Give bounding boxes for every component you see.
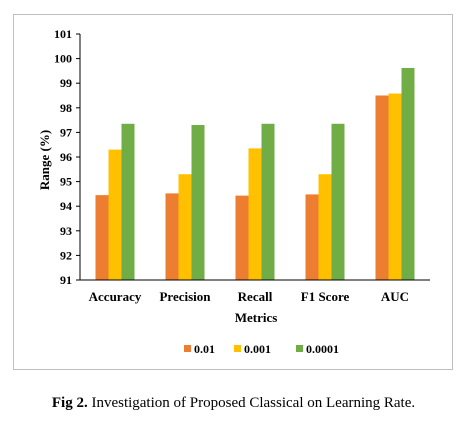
bar-chart: 91 92 93 94 95 96 97 98 99 100 101 Accuracy Precisi… [37,27,430,356]
bars [95,67,415,281]
legend: 0.01 0.001 0.0001 [184,342,339,356]
caption-text: Investigation of Proposed Classical on L… [87,395,416,411]
x-axis-title: Metrics [235,310,278,325]
x-axis-labels: Accuracy Precision Recall F1 Score AUC [89,289,409,304]
y-tick-label: 96 [60,150,72,164]
y-tick-label: 101 [54,27,72,41]
x-category-label: Precision [159,289,211,304]
bar-f1-score-0.0001 [331,123,345,280]
bar-recall-0.001 [248,148,262,280]
y-axis-title: Range (%) [37,130,52,190]
bar-f1-score-0.001 [318,174,332,280]
x-category-label: F1 Score [301,289,350,304]
x-category-label: AUC [381,289,409,304]
legend-label-0.001: 0.001 [244,342,271,356]
bar-f1-score-0.01 [305,194,319,280]
legend-swatch-0.01 [184,345,191,352]
legend-swatch-0.001 [234,345,241,352]
bar-recall-0.01 [235,195,249,280]
bar-precision-0.001 [178,174,192,280]
bar-auc-0.0001 [401,67,415,280]
y-tick-label: 99 [60,76,72,90]
bar-recall-0.0001 [261,123,275,280]
legend-label-0.0001: 0.0001 [306,342,339,356]
y-tick-label: 92 [60,248,72,262]
y-tick-label: 100 [54,52,72,66]
bar-accuracy-0.01 [95,195,109,280]
caption-label: Fig 2. [51,395,88,411]
y-tick-label: 93 [60,224,72,238]
bar-accuracy-0.001 [108,149,122,280]
bar-precision-0.0001 [191,125,205,281]
bar-accuracy-0.0001 [121,123,135,280]
x-category-label: Accuracy [89,289,142,304]
y-tick-label: 98 [60,101,72,115]
figure-caption: Fig 2. Investigation of Proposed Classic… [0,395,467,412]
bar-auc-0.01 [375,95,389,280]
legend-swatch-0.0001 [296,345,303,352]
y-axis-ticks: 91 92 93 94 95 96 97 98 99 100 101 [54,27,80,287]
bar-precision-0.01 [165,193,179,280]
x-category-label: Recall [238,289,273,304]
y-tick-label: 94 [60,199,72,213]
y-tick-label: 91 [60,273,72,287]
legend-label-0.01: 0.01 [194,342,215,356]
y-tick-label: 95 [60,175,72,189]
y-tick-label: 97 [60,125,72,139]
bar-auc-0.001 [388,93,402,280]
